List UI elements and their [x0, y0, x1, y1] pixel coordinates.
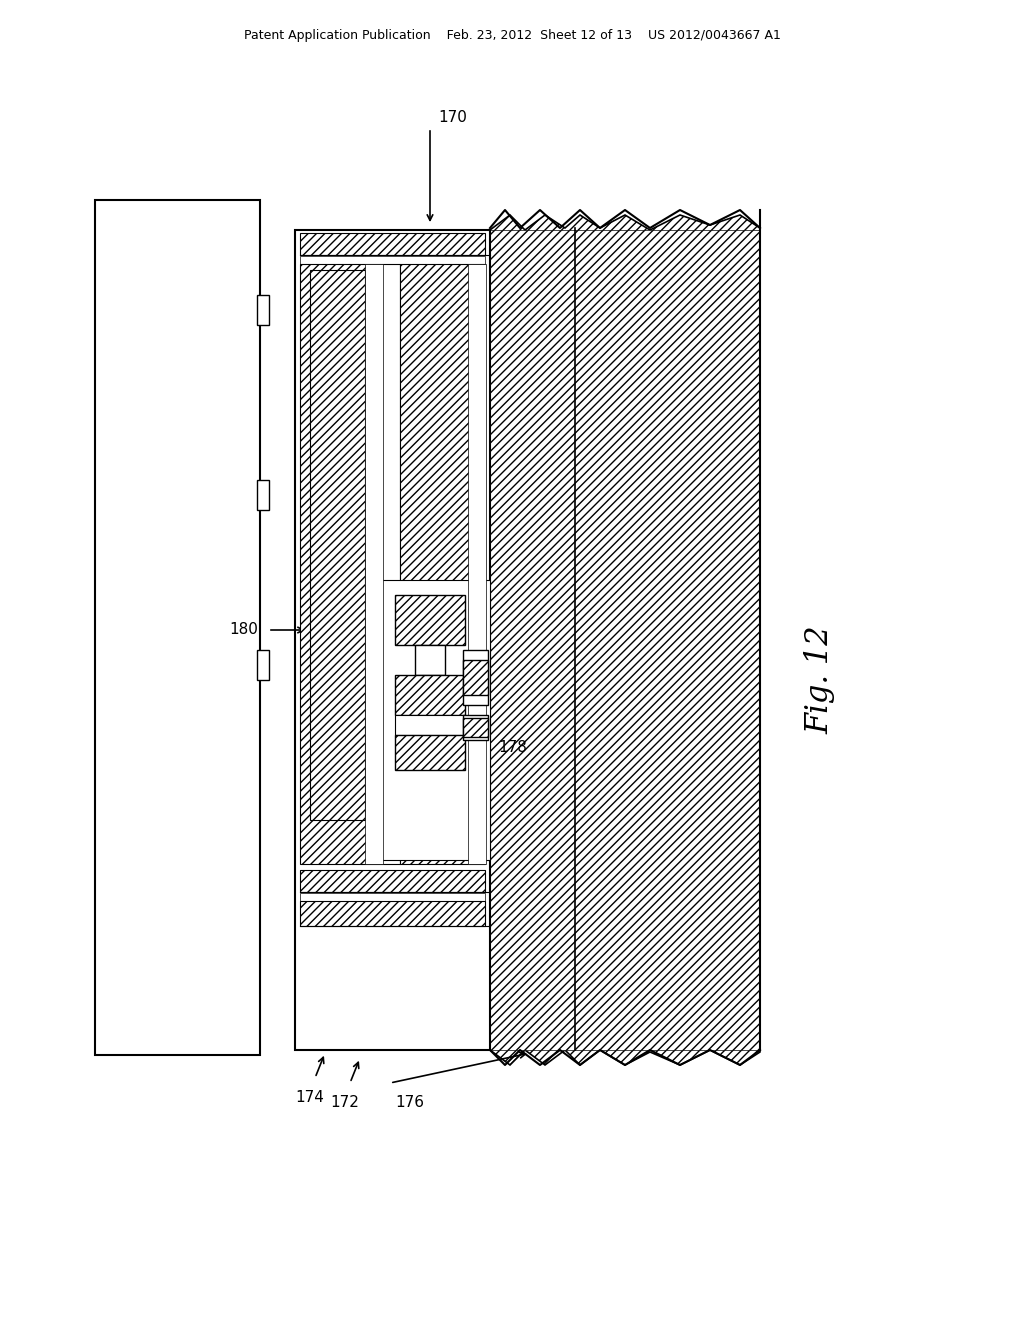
Bar: [310, 271, 365, 820]
Bar: [490, 230, 760, 1049]
Bar: [468, 264, 486, 865]
Bar: [257, 649, 269, 680]
Bar: [300, 256, 485, 264]
Bar: [395, 735, 465, 770]
Bar: [415, 645, 445, 675]
Bar: [257, 294, 269, 325]
Bar: [463, 649, 488, 705]
Bar: [380, 579, 490, 861]
Bar: [365, 264, 383, 865]
Bar: [95, 201, 260, 1055]
Bar: [300, 264, 380, 865]
Text: Patent Application Publication    Feb. 23, 2012  Sheet 12 of 13    US 2012/00436: Patent Application Publication Feb. 23, …: [244, 29, 780, 41]
Bar: [300, 894, 485, 902]
Text: 180: 180: [229, 623, 258, 638]
Text: 178: 178: [498, 741, 527, 755]
Bar: [395, 675, 465, 715]
Bar: [380, 264, 400, 865]
Text: 176: 176: [395, 1096, 424, 1110]
Bar: [295, 230, 490, 1049]
Bar: [400, 264, 485, 865]
Bar: [300, 902, 485, 927]
Bar: [463, 660, 488, 696]
Bar: [463, 718, 488, 737]
Text: 172: 172: [331, 1096, 359, 1110]
Bar: [395, 595, 465, 645]
Text: 174: 174: [296, 1090, 325, 1105]
Polygon shape: [490, 215, 760, 1065]
Bar: [300, 870, 485, 892]
Bar: [395, 715, 465, 735]
Text: 170: 170: [438, 111, 467, 125]
Bar: [463, 715, 488, 741]
Bar: [300, 234, 485, 255]
Bar: [257, 480, 269, 510]
Text: Fig. 12: Fig. 12: [805, 626, 836, 734]
